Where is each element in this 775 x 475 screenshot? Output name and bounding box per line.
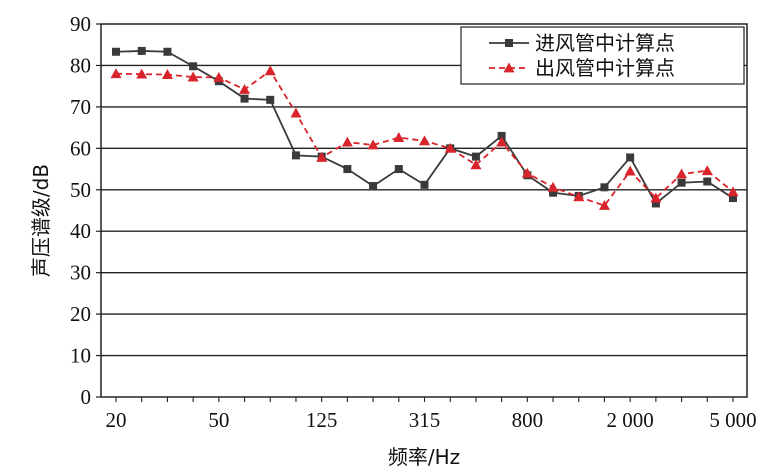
x-tick-label-5000: 5 000	[709, 408, 756, 432]
series-1-point	[626, 153, 635, 162]
series-1-point	[394, 165, 403, 174]
series-1-point	[343, 165, 352, 174]
x-tick-label-800: 800	[512, 408, 544, 432]
y-tick-label-10: 10	[70, 344, 91, 368]
legend-item-1: 进风管中计算点	[489, 31, 675, 55]
series-2-point	[650, 192, 662, 203]
legend-label-2: 出风管中计算点	[535, 56, 675, 80]
y-tick-label-30: 30	[70, 261, 91, 285]
legend-label-1: 进风管中计算点	[535, 31, 675, 55]
grid-lines	[101, 64, 747, 357]
series-2-point	[161, 69, 173, 79]
series-1-point	[369, 182, 378, 191]
series-2-point	[598, 200, 610, 210]
x-tick-label-315: 315	[409, 408, 441, 432]
x-tick-label-125: 125	[306, 408, 338, 432]
series-1-point	[240, 94, 249, 103]
y-tick-label-80: 80	[70, 53, 91, 77]
series-2-point	[290, 107, 302, 118]
y-tick-label-40: 40	[70, 219, 91, 243]
legend-item-2: 出风管中计算点	[489, 56, 675, 80]
series-1-point	[677, 178, 686, 187]
legend-marker-1	[505, 39, 513, 47]
legend-marker-2	[503, 62, 515, 73]
series-1-point	[189, 62, 198, 71]
series-2-point	[213, 71, 225, 82]
series-1-point	[471, 152, 480, 161]
x-axis-ticks: 20 50 125 315 800 2 000 5 000	[106, 397, 757, 432]
series-1-point	[600, 183, 609, 192]
series-2-point	[264, 65, 276, 76]
series-2	[110, 65, 739, 210]
series-2-point	[521, 167, 533, 178]
series-1-point	[703, 177, 712, 186]
series-1-point	[112, 47, 120, 56]
y-tick-label-20: 20	[70, 302, 91, 326]
x-axis-title: 频率/Hz	[388, 445, 460, 469]
y-tick-label-50: 50	[70, 178, 91, 202]
series-2-point	[239, 83, 251, 94]
y-tick-label-0: 0	[81, 385, 92, 409]
series-2-point	[727, 186, 739, 197]
series-2-point	[573, 191, 585, 202]
series-2-point	[470, 159, 482, 170]
series-2-point	[316, 151, 328, 162]
series-1-point	[163, 47, 172, 56]
series-2-point	[444, 142, 456, 153]
x-tick-label-50: 50	[208, 408, 229, 432]
series-1-point	[549, 188, 558, 197]
series-1-point	[291, 151, 300, 160]
x-tick-label-2000: 2 000	[607, 408, 654, 432]
series-2-point	[341, 136, 353, 147]
legend-box	[460, 26, 745, 85]
y-tick-label-60: 60	[70, 136, 91, 160]
series-1-point	[729, 194, 737, 203]
y-axis-ticks: 0 10 20 30 40 50 60 70 80 90	[70, 12, 101, 409]
series-1-point	[266, 95, 275, 104]
series-2-point	[419, 135, 430, 146]
series-1-point	[497, 131, 506, 140]
series-2-point	[547, 181, 559, 192]
series-2-point	[110, 68, 122, 79]
series-2-point	[187, 71, 199, 82]
series-2-point	[496, 136, 508, 147]
series-2-point	[624, 165, 636, 176]
series-2-point	[136, 68, 148, 79]
y-tick-label-70: 70	[70, 95, 91, 119]
x-tick-label-20: 20	[106, 408, 127, 432]
series-2-point	[676, 168, 688, 179]
series-1-point	[137, 46, 146, 55]
y-axis-title: 声压谱级/dB	[29, 164, 53, 277]
y-tick-label-90: 90	[70, 12, 91, 36]
series-1-point	[420, 180, 429, 189]
series-layer	[110, 46, 739, 210]
series-2-point	[701, 165, 713, 176]
series-1-point	[651, 199, 660, 208]
series-2-point	[367, 139, 379, 150]
series-2-point	[393, 132, 405, 142]
